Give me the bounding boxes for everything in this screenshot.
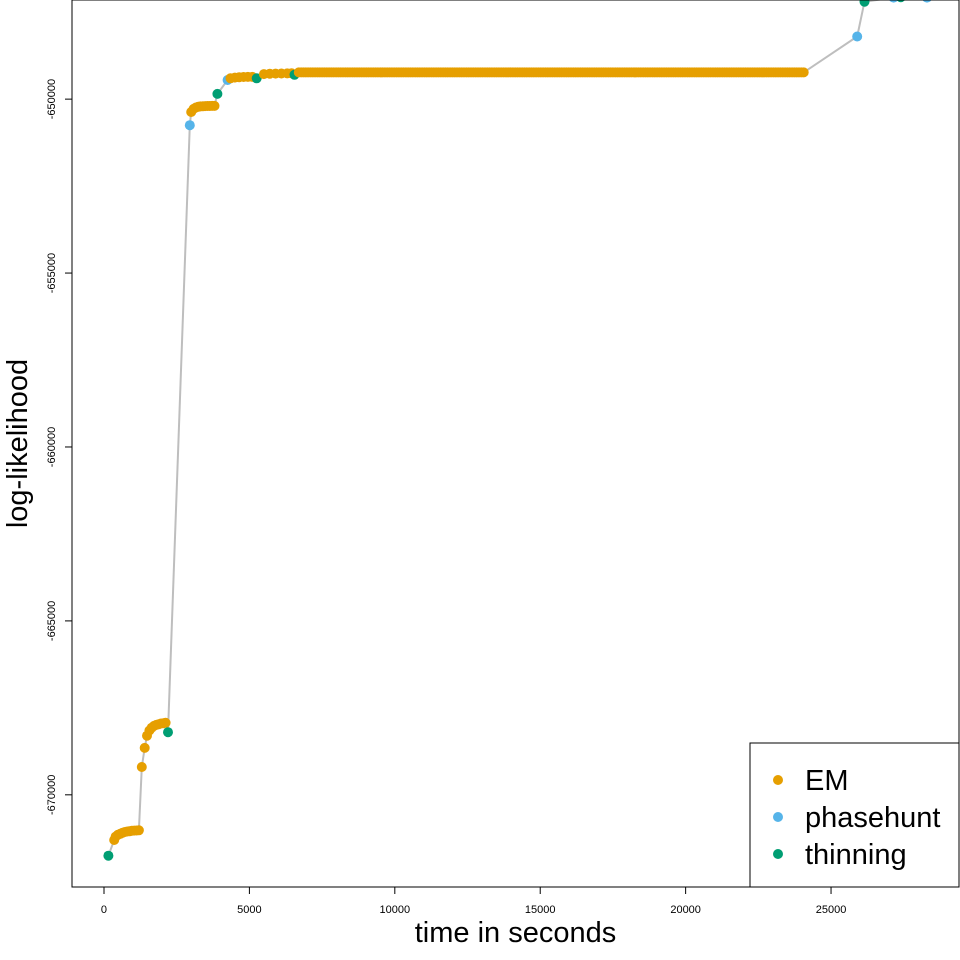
legend: EM phasehunt thinning [749, 742, 960, 888]
x-axis: 0 5000 10000 15000 20000 25000 [101, 886, 847, 916]
legend-label-phasehunt: phasehunt [805, 802, 940, 834]
x-tick-label: 10000 [380, 904, 411, 916]
point-EM [160, 717, 171, 728]
x-tick-label: 20000 [670, 904, 701, 916]
point-thinning [103, 850, 114, 861]
y-axis: -650000 -655000 -660000 -665000 -670000 [46, 79, 73, 815]
legend-marker-thinning [773, 849, 783, 859]
legend-marker-phasehunt [773, 812, 783, 822]
point-thinning [212, 88, 223, 99]
point-EM [139, 742, 150, 753]
point-thinning [163, 727, 173, 738]
x-tick-label: 15000 [525, 904, 556, 916]
point-thinning [859, 0, 870, 7]
point-EM [209, 100, 220, 111]
x-tick-label: 5000 [237, 904, 261, 916]
y-tick-label: -650000 [46, 79, 58, 119]
point-phasehunt [852, 31, 863, 42]
x-tick-label: 25000 [816, 904, 847, 916]
y-tick-label: -655000 [46, 253, 58, 293]
legend-label-thinning: thinning [805, 839, 907, 871]
point-EM [133, 825, 144, 836]
likelihood-path [107, 0, 884, 857]
point-EM [798, 67, 809, 78]
y-axis-title: log-likelihood [2, 359, 34, 528]
y-tick-label: -660000 [46, 427, 58, 467]
x-tick-label: 0 [101, 904, 107, 916]
x-axis-title: time in seconds [415, 917, 617, 949]
point-EM [136, 762, 147, 772]
point-thinning [896, 0, 905, 3]
legend-label-EM: EM [805, 765, 849, 797]
point-phasehunt [184, 120, 195, 131]
legend-box [749, 742, 960, 888]
connecting-line-layer [107, 0, 884, 857]
legend-marker-EM [773, 775, 783, 785]
y-tick-label: -670000 [46, 775, 58, 815]
y-tick-label: -665000 [46, 601, 58, 641]
point-phasehunt [922, 0, 932, 3]
points-layer [103, 0, 932, 861]
point-phasehunt [889, 0, 898, 3]
